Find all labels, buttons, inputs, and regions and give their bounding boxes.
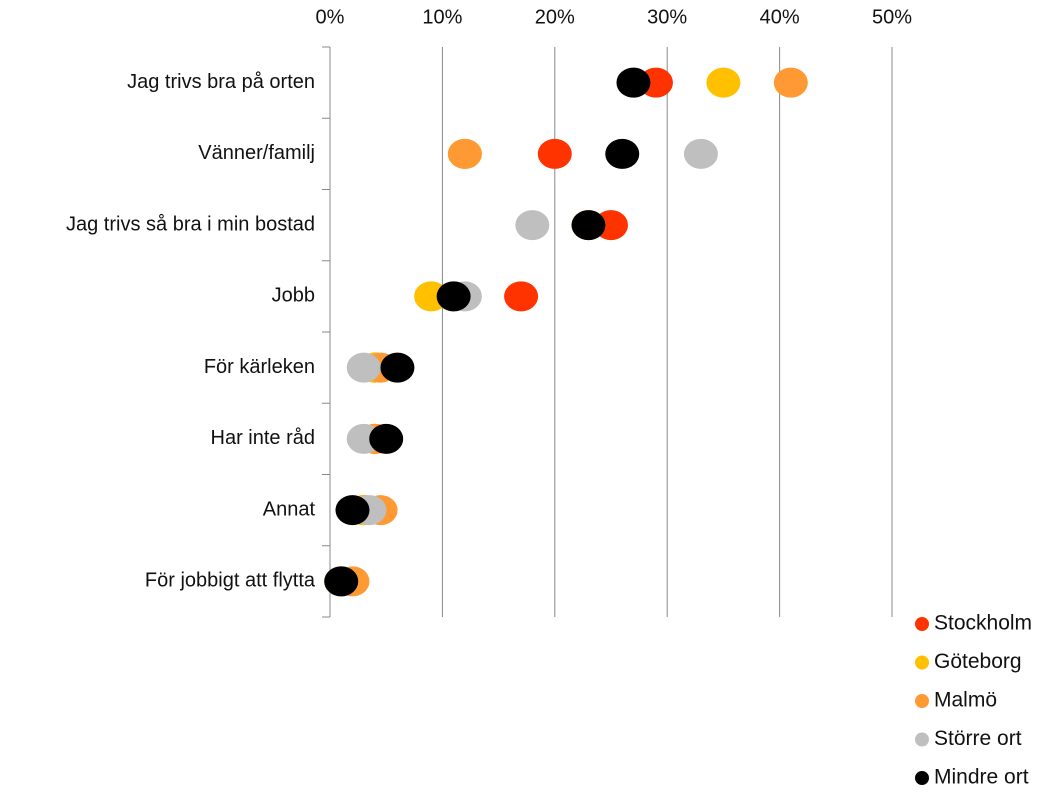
dot — [515, 210, 550, 241]
category-label: Vänner/familj — [198, 142, 315, 164]
category-label: Jag trivs så bra i min bostad — [66, 213, 315, 235]
category-label: Jobb — [272, 285, 315, 307]
x-tick-label: 40% — [760, 6, 800, 28]
x-tick-label: 50% — [872, 6, 912, 28]
legend-label: Mindre ort — [934, 766, 1029, 789]
legend-label: Större ort — [934, 727, 1022, 750]
legend-swatch — [915, 655, 929, 670]
x-tick-label: 30% — [647, 6, 687, 28]
dot — [324, 566, 359, 597]
category-label: Annat — [263, 498, 316, 520]
legend-label: Stockholm — [934, 612, 1032, 635]
dot — [537, 138, 572, 169]
dot — [369, 423, 404, 454]
category-label: Har inte råd — [211, 427, 316, 449]
legend-swatch — [915, 771, 929, 785]
legend: Stockholm Göteborg Malmö Större ort Mindre o… — [915, 612, 1032, 789]
dot — [380, 352, 415, 383]
dot — [335, 495, 370, 526]
dot — [683, 138, 718, 169]
dot — [773, 67, 808, 98]
legend-label: Malmö — [934, 689, 997, 712]
category-label: För kärleken — [204, 356, 315, 378]
dot — [447, 138, 482, 169]
x-tick-label: 10% — [422, 6, 462, 28]
legend-swatch — [915, 732, 929, 747]
dot — [616, 67, 651, 98]
legend-swatch — [915, 617, 929, 631]
dot — [436, 281, 471, 312]
x-tick-label: 0% — [316, 6, 345, 28]
category-label: Jag trivs bra på orten — [127, 71, 315, 93]
dot — [504, 281, 539, 312]
dot — [571, 210, 606, 241]
x-tick-label: 20% — [535, 6, 575, 28]
dot — [706, 67, 741, 98]
dot — [346, 352, 381, 383]
category-label: För jobbigt att flytta — [145, 570, 316, 592]
legend-label: Göteborg — [934, 650, 1022, 673]
dot — [605, 138, 640, 169]
legend-swatch — [915, 694, 929, 708]
